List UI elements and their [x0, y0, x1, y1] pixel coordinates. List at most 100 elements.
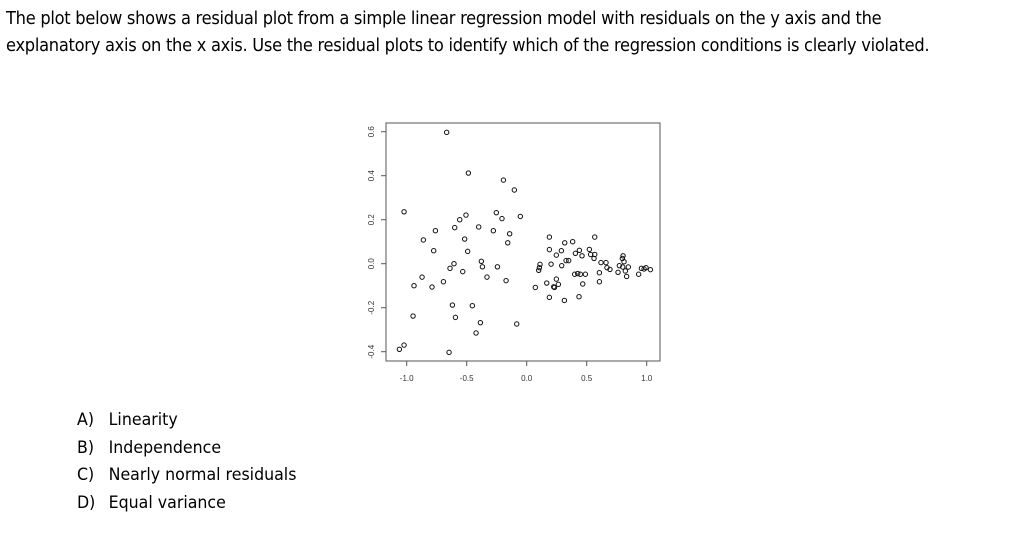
data-point — [419, 274, 425, 280]
data-point — [546, 246, 553, 253]
data-point — [620, 253, 626, 259]
data-point — [505, 240, 511, 246]
y-tick-label: 0.0 — [367, 258, 376, 270]
option-b[interactable]: B) Independence — [77, 437, 222, 458]
x-tick-label: -1.0 — [400, 374, 414, 383]
data-point — [506, 231, 513, 237]
data-point — [457, 217, 463, 223]
data-point — [465, 170, 472, 176]
question-text: The plot below shows a residual plot fro… — [6, 6, 1010, 60]
data-point — [536, 267, 542, 273]
data-point — [586, 246, 593, 253]
data-point — [431, 248, 437, 254]
data-point — [484, 274, 490, 280]
data-point — [452, 224, 458, 231]
data-point — [553, 276, 560, 282]
data-point — [460, 268, 466, 275]
question-line-1: The plot below shows a residual plot fro… — [6, 9, 882, 29]
data-point — [511, 187, 518, 193]
data-point — [546, 234, 553, 240]
data-point — [580, 281, 586, 287]
data-point — [499, 215, 505, 222]
data-point — [461, 236, 468, 242]
y-tick-label: 0.4 — [367, 170, 376, 182]
data-point — [517, 213, 524, 220]
data-point — [582, 271, 589, 277]
data-point — [447, 265, 453, 272]
data-point — [591, 255, 597, 262]
data-point — [443, 129, 450, 136]
data-point — [596, 270, 603, 276]
data-point — [401, 209, 407, 215]
data-point — [477, 319, 484, 326]
data-point — [596, 279, 603, 285]
data-point — [451, 261, 457, 267]
y-tick-label: -0.2 — [367, 300, 376, 314]
data-point — [615, 269, 621, 275]
data-point — [410, 313, 416, 319]
option-d[interactable]: D) Equal variance — [77, 492, 226, 513]
data-point — [463, 212, 469, 218]
data-point — [548, 261, 554, 267]
data-point — [479, 264, 486, 270]
question-line-2: explanatory axis on the x axis. Use the … — [6, 36, 930, 56]
data-point — [625, 264, 632, 270]
data-point — [561, 297, 568, 304]
data-point — [537, 261, 543, 268]
data-point — [620, 264, 626, 270]
data-point — [494, 264, 501, 270]
data-point — [592, 234, 598, 240]
y-tick-label: 0.2 — [367, 214, 376, 226]
data-point — [579, 253, 585, 259]
data-point — [623, 273, 630, 280]
data-point — [603, 259, 609, 266]
data-point — [576, 294, 582, 300]
data-point — [576, 247, 583, 253]
data-point — [546, 294, 553, 301]
data-point — [536, 264, 543, 271]
data-point — [476, 224, 482, 230]
x-tick-label: 0.0 — [521, 374, 533, 383]
data-point — [446, 349, 452, 356]
data-point — [490, 228, 497, 234]
data-point — [396, 346, 403, 352]
x-tick-label: 1.0 — [641, 374, 653, 383]
option-c[interactable]: C) Nearly normal residuals — [77, 465, 297, 485]
data-point — [469, 303, 476, 309]
data-point — [647, 266, 654, 273]
answer-options: A) Linearity B) Independence C) Nearly norm… — [77, 407, 296, 517]
data-point — [420, 237, 427, 243]
data-point — [429, 284, 435, 290]
data-point — [432, 228, 439, 234]
x-tick-label: -0.5 — [460, 374, 474, 383]
data-point — [562, 240, 568, 246]
data-point — [493, 209, 500, 216]
plot-frame — [385, 122, 661, 362]
data-point — [575, 270, 581, 277]
data-point — [577, 271, 584, 277]
data-point — [621, 259, 627, 265]
data-point — [559, 262, 565, 269]
data-point — [514, 321, 520, 327]
x-tick-label: 0.5 — [581, 374, 593, 383]
y-tick-label: 0.6 — [367, 126, 376, 138]
data-point — [544, 280, 550, 286]
data-point — [411, 283, 417, 289]
data-point — [572, 250, 579, 257]
option-a[interactable]: A) Linearity — [77, 410, 178, 430]
data-point — [622, 268, 629, 274]
data-point — [452, 314, 459, 321]
data-point — [635, 271, 642, 277]
data-point — [607, 266, 613, 273]
data-point — [551, 284, 557, 290]
data-point — [616, 262, 623, 269]
data-point — [503, 277, 509, 284]
data-point — [464, 248, 471, 255]
data-point — [532, 284, 539, 291]
data-point — [643, 264, 649, 271]
data-point — [551, 284, 558, 291]
data-point — [563, 257, 569, 264]
data-point — [449, 302, 456, 308]
data-point — [440, 279, 447, 285]
